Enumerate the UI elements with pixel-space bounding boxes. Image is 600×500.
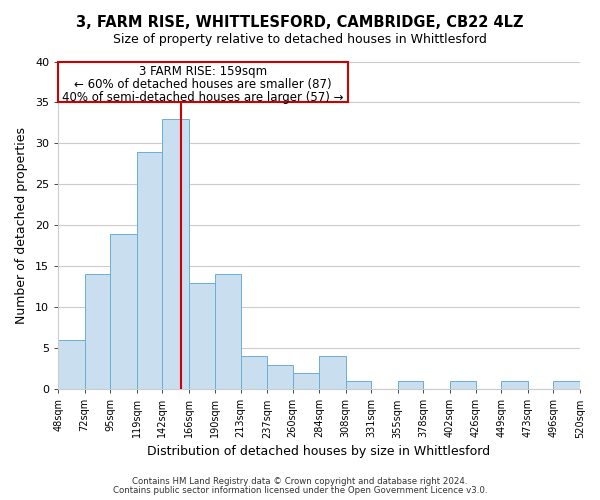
Bar <box>188 282 215 389</box>
Bar <box>137 152 162 389</box>
Text: 3 FARM RISE: 159sqm: 3 FARM RISE: 159sqm <box>139 65 267 78</box>
Bar <box>85 274 110 389</box>
Text: 3, FARM RISE, WHITTLESFORD, CAMBRIDGE, CB22 4LZ: 3, FARM RISE, WHITTLESFORD, CAMBRIDGE, C… <box>76 15 524 30</box>
Bar <box>502 381 528 389</box>
Bar <box>110 234 137 389</box>
Y-axis label: Number of detached properties: Number of detached properties <box>15 127 28 324</box>
Bar <box>319 356 346 389</box>
X-axis label: Distribution of detached houses by size in Whittlesford: Distribution of detached houses by size … <box>148 444 491 458</box>
Bar <box>553 381 580 389</box>
Bar <box>162 119 188 389</box>
Text: Size of property relative to detached houses in Whittlesford: Size of property relative to detached ho… <box>113 32 487 46</box>
Bar <box>398 381 423 389</box>
Text: 40% of semi-detached houses are larger (57) →: 40% of semi-detached houses are larger (… <box>62 91 344 104</box>
Bar <box>449 381 476 389</box>
Text: ← 60% of detached houses are smaller (87): ← 60% of detached houses are smaller (87… <box>74 78 332 91</box>
Bar <box>293 373 319 389</box>
Bar <box>215 274 241 389</box>
FancyBboxPatch shape <box>58 62 348 102</box>
Text: Contains public sector information licensed under the Open Government Licence v3: Contains public sector information licen… <box>113 486 487 495</box>
Bar <box>267 364 293 389</box>
Text: Contains HM Land Registry data © Crown copyright and database right 2024.: Contains HM Land Registry data © Crown c… <box>132 478 468 486</box>
Bar <box>58 340 85 389</box>
Bar <box>346 381 371 389</box>
Bar <box>241 356 267 389</box>
